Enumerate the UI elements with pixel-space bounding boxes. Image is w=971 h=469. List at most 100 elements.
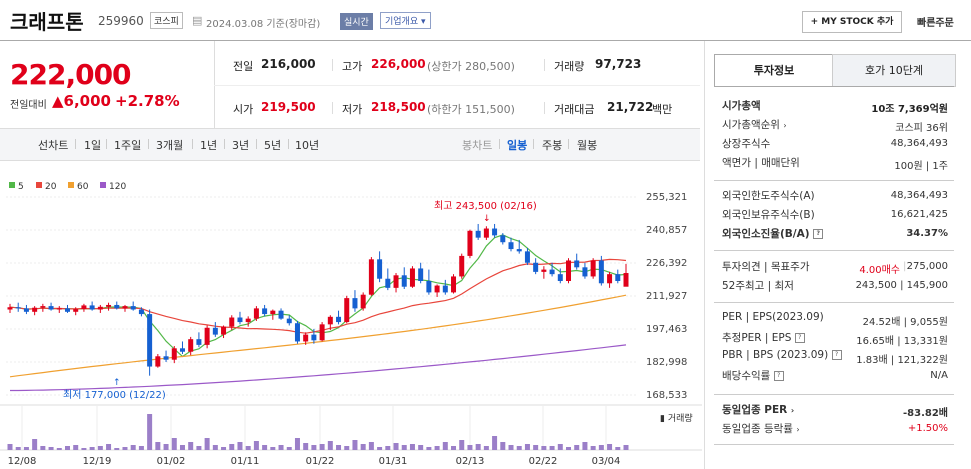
volume-bar — [130, 445, 136, 450]
tab-underline — [714, 86, 954, 87]
volume-bar — [286, 447, 292, 450]
legend-ma20: 20 — [45, 182, 57, 192]
mystock-add-button[interactable]: + MY STOCK 추가 — [802, 11, 902, 33]
chevron-right-icon: › — [796, 425, 800, 434]
candle-body — [311, 334, 317, 341]
volume-bar — [418, 445, 424, 450]
x-tick-label: 01/31 — [379, 456, 408, 467]
candle-body — [319, 324, 325, 341]
volume-bar — [500, 442, 506, 450]
help-icon[interactable]: ? — [773, 371, 784, 381]
candle-body — [303, 334, 309, 342]
candle-body — [237, 317, 243, 323]
sector-per-label[interactable]: 동일업종 PER › — [722, 404, 795, 416]
legend-ma5-swatch — [9, 182, 15, 188]
high-annotation: 최고 243,500 (02/16) ↓ — [434, 200, 537, 224]
candle-body — [56, 308, 62, 310]
period-1w[interactable]: 1주일 — [114, 139, 142, 152]
realtime-badge[interactable]: 실시간 — [340, 13, 373, 30]
tab-orderbook-10[interactable]: 호가 10단계 — [832, 54, 956, 87]
legend-ma20-swatch — [36, 182, 42, 188]
volume-bar — [377, 447, 383, 450]
help-icon[interactable]: ? — [794, 333, 805, 343]
x-tick-label: 01/11 — [231, 456, 260, 467]
period-monthly[interactable]: 월봉 — [577, 139, 598, 152]
candle-body — [344, 298, 350, 323]
candle-body — [32, 307, 38, 312]
candle-body — [294, 323, 300, 342]
opinion-value: 4.00매수 — [859, 265, 900, 276]
value-sep: | — [903, 261, 907, 272]
candle-body — [97, 306, 103, 310]
volume-bar — [483, 446, 489, 450]
foreign-ratio-label: 외국인소진율(B/A) ? — [722, 226, 824, 241]
volume-bar — [97, 446, 103, 450]
y-tick-label: 211,927 — [646, 291, 687, 302]
volume-bar — [492, 436, 498, 450]
help-icon[interactable]: ? — [813, 229, 824, 239]
ma120-line — [10, 344, 627, 392]
est-per-value: 16.65배 | 13,331원 — [856, 336, 948, 347]
period-1d[interactable]: 1일 — [84, 139, 102, 152]
info-divider — [714, 250, 954, 251]
legend-ma60-swatch — [68, 182, 74, 188]
volume-bar — [467, 445, 473, 450]
quick-order-button[interactable]: 빠른주문 — [917, 18, 954, 29]
candle-body — [607, 274, 613, 284]
open-label: 시가 — [233, 103, 254, 116]
volume-bar — [245, 446, 251, 450]
amount-unit: 백만 — [652, 103, 673, 116]
candle-body — [171, 348, 177, 360]
period-daily[interactable]: 일봉 — [507, 139, 528, 152]
period-sep — [288, 139, 289, 149]
candle-body — [64, 308, 70, 312]
candle-body — [130, 306, 136, 310]
candle-body — [566, 260, 572, 282]
candle-body — [253, 308, 259, 319]
company-info-button[interactable]: 기업개요 ▾ — [380, 12, 431, 29]
volume-bar — [204, 438, 210, 450]
volume-bar — [294, 438, 300, 450]
volume-bar — [336, 445, 342, 450]
period-line-chart[interactable]: 선차트 — [38, 139, 69, 152]
candle-body — [245, 318, 251, 323]
volume-bar — [303, 443, 309, 450]
period-3y[interactable]: 3년 — [232, 139, 250, 152]
period-10y[interactable]: 10년 — [295, 139, 320, 152]
volume-bar — [409, 444, 415, 450]
period-sep — [148, 139, 149, 149]
stock-candle-chart[interactable]: 5 20 60 120 255,321 240,857 226,392 211,927… — [0, 160, 702, 469]
candle-body — [615, 274, 621, 282]
sector-rate-label[interactable]: 동일업종 등락률 › — [722, 423, 800, 435]
volume-bar — [188, 442, 194, 450]
candle-body — [393, 275, 399, 288]
quote-sep — [544, 59, 545, 71]
volume-bar — [40, 446, 46, 450]
period-3m[interactable]: 3개월 — [156, 139, 184, 152]
volume-bar — [368, 442, 374, 450]
period-5y[interactable]: 5년 — [264, 139, 282, 152]
par-label: 액면가 | 매매단위 — [722, 157, 800, 169]
volume-bar — [615, 447, 621, 450]
tab-investment-info[interactable]: 투자정보 — [714, 54, 834, 86]
candle-body — [451, 276, 457, 293]
help-icon[interactable]: ? — [831, 350, 842, 360]
y-tick-label: 255,321 — [646, 192, 687, 203]
candle-body — [467, 230, 473, 256]
volume-bar — [196, 446, 202, 450]
rank-label[interactable]: 시가총액순위 › — [722, 119, 787, 131]
volume-bar — [598, 445, 604, 450]
volume-value: 97,723 — [595, 57, 642, 71]
candle-body — [204, 327, 210, 345]
period-candle-chart[interactable]: 봉차트 — [462, 139, 493, 152]
candle-body — [188, 339, 194, 352]
candle-body — [147, 314, 153, 367]
volume-bar — [319, 444, 325, 450]
foreign-ratio-value: 34.37% — [906, 228, 948, 239]
candle-body — [163, 356, 169, 360]
pbr-label: PBR | BPS (2023.09) ? — [722, 349, 842, 361]
quote-row-divider — [214, 85, 700, 86]
period-1y[interactable]: 1년 — [200, 139, 218, 152]
period-weekly[interactable]: 주봉 — [542, 139, 563, 152]
volume-bar — [114, 448, 120, 450]
